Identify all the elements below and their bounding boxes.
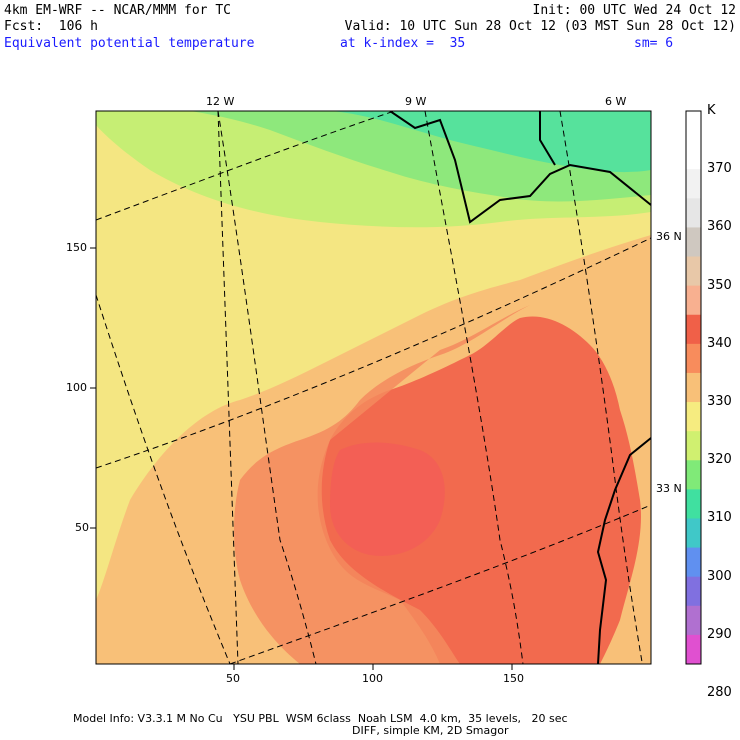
k-index: at k-index = 35 — [340, 36, 466, 51]
lon-line-12w-b — [217, 111, 239, 664]
axis-ticks — [90, 247, 513, 670]
forecast-hour: Fcst: 106 h — [4, 19, 98, 34]
field-340-region — [317, 316, 641, 664]
x-tick-150: 150 — [503, 672, 524, 685]
colorbar — [685, 110, 702, 665]
lat-label-36n: 36 N — [656, 230, 682, 243]
lon-line-6w — [559, 111, 643, 664]
y-tick-100: 100 — [66, 381, 87, 394]
model-info: Model Info: V3.3.1 M No Cu YSU PBL WSM 6… — [73, 712, 568, 725]
colorbar-swatch — [686, 198, 701, 228]
field-345-center — [330, 442, 445, 556]
colorbar-label: 300 — [707, 568, 732, 584]
colorbar-swatch — [686, 489, 701, 519]
x-tick-100: 100 — [362, 672, 383, 685]
colorbar-swatch — [686, 285, 701, 316]
colorbar-swatch — [686, 314, 701, 345]
y-tick-150: 150 — [66, 241, 87, 254]
colorbar-swatch — [686, 518, 701, 549]
graticule — [96, 111, 651, 664]
colorbar-swatch — [686, 431, 701, 461]
colorbar-swatch — [686, 605, 701, 636]
field-335-region — [234, 305, 530, 664]
colorbar-label: 290 — [707, 626, 732, 642]
lat-label-33n: 33 N — [656, 482, 682, 495]
colorbar-label: 280 — [707, 685, 732, 701]
x-tick-50: 50 — [226, 672, 240, 685]
colorbar-swatch — [686, 111, 701, 141]
lon-label-12w: 12 W — [206, 95, 235, 108]
colorbar-label: 360 — [707, 219, 732, 235]
colorbar-swatch — [686, 460, 701, 490]
colorbar-label: 320 — [707, 452, 732, 468]
field-320-region — [96, 111, 651, 600]
lon-label-9w: 9 W — [405, 95, 427, 108]
colorbar-label: 340 — [707, 335, 732, 351]
lon-line-12w — [217, 111, 317, 664]
colorbar-swatch — [686, 576, 701, 607]
model-title: 4km EM-WRF -- NCAR/MMM for TC — [4, 3, 231, 18]
lon-line-9w — [424, 111, 524, 664]
colorbar-label: 310 — [707, 510, 732, 526]
colorbar-label: 330 — [707, 394, 732, 410]
colorbar-swatch — [686, 169, 701, 199]
lon-line-15w — [96, 294, 231, 664]
colorbar-unit: K — [707, 103, 716, 118]
smoothing: sm= 6 — [634, 36, 674, 51]
colorbar-swatch — [686, 140, 701, 170]
colorbar-swatch — [686, 547, 701, 578]
colorbar-label: 350 — [707, 277, 732, 293]
coastline — [389, 111, 651, 664]
colorbar-swatch — [686, 256, 701, 287]
colorbar-swatch — [686, 343, 701, 374]
colorbar-label: 370 — [707, 161, 732, 177]
lat-line-36n-b — [96, 237, 651, 469]
field-300-region — [330, 111, 651, 173]
model-info-2: DIFF, simple KM, 2D Smagor — [352, 724, 509, 737]
valid-time: Valid: 10 UTC Sun 28 Oct 12 (03 MST Sun … — [344, 19, 736, 34]
lon-label-6w: 6 W — [605, 95, 627, 108]
colorbar-swatch — [686, 372, 701, 403]
theta-e-field — [96, 111, 651, 664]
field-name: Equivalent potential temperature — [4, 36, 255, 51]
colorbar-frame — [685, 110, 702, 665]
colorbar-swatch — [686, 634, 701, 665]
lat-line-33n — [229, 504, 651, 664]
colorbar-swatch — [686, 227, 701, 258]
y-tick-50: 50 — [75, 521, 89, 534]
init-time: Init: 00 UTC Wed 24 Oct 12 — [532, 3, 737, 18]
colorbar-swatch — [686, 402, 701, 432]
